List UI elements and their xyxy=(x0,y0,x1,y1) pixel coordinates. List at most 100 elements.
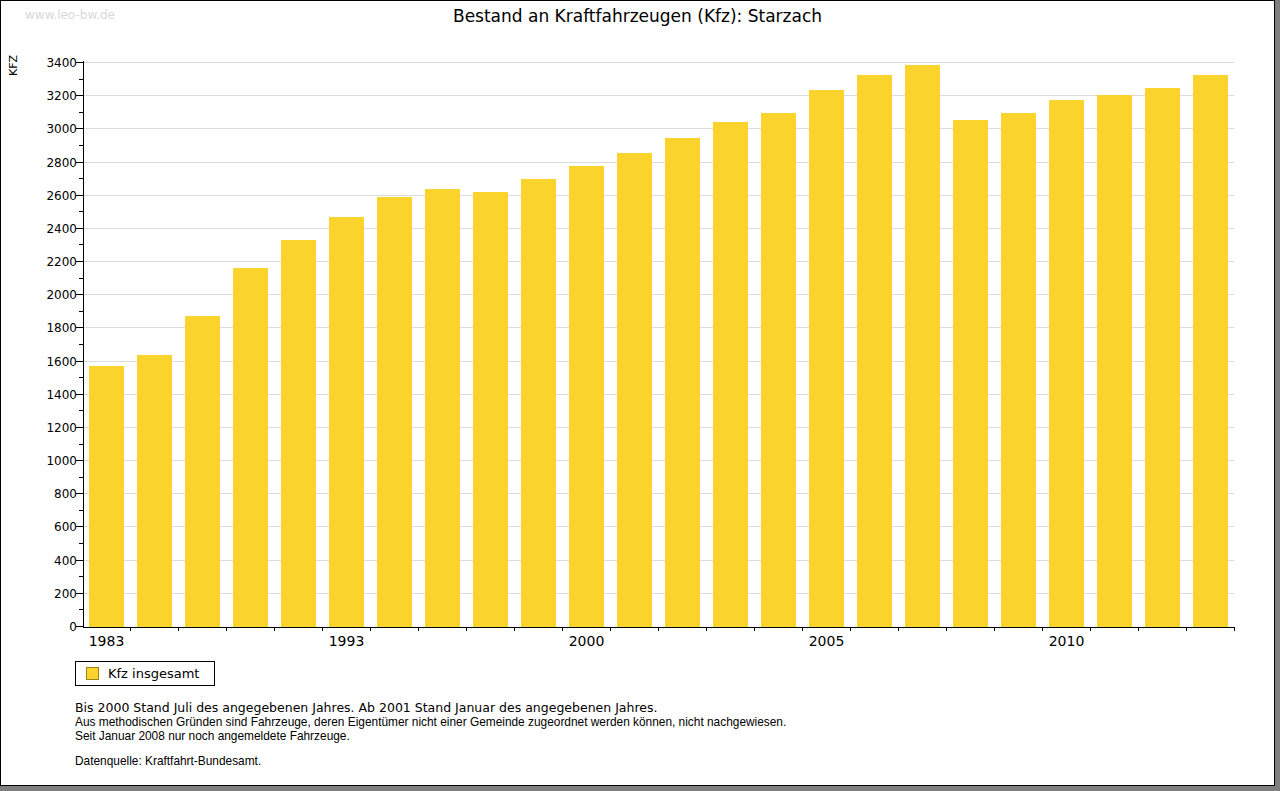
y-major-tick xyxy=(76,493,83,494)
footnote-line: Seit Januar 2008 nur noch angemeldete Fa… xyxy=(75,729,350,743)
x-tick xyxy=(130,627,131,631)
footnotes: Bis 2000 Stand Juli des angegebenen Jahr… xyxy=(75,697,883,764)
bar-2009 xyxy=(1001,113,1036,627)
bar-2007 xyxy=(905,65,940,627)
y-minor-tick xyxy=(79,543,83,544)
bar-1991 xyxy=(281,240,316,627)
y-tick-label: 2800 xyxy=(29,156,77,170)
x-tick xyxy=(274,627,275,631)
y-major-tick xyxy=(76,460,83,461)
x-tick xyxy=(898,627,899,631)
y-tick-label: 1600 xyxy=(29,355,77,369)
x-tick xyxy=(418,627,419,631)
y-minor-tick xyxy=(79,477,83,478)
x-tick xyxy=(370,627,371,631)
y-major-tick xyxy=(76,95,83,96)
x-tick xyxy=(562,627,563,631)
bar-1997 xyxy=(425,189,460,627)
bar-2010 xyxy=(1049,100,1084,628)
bar-2003 xyxy=(713,122,748,627)
y-axis-tick-labels: 0200400600800100012001400160018002000220… xyxy=(29,61,77,627)
bar-1998 xyxy=(473,192,508,627)
y-minor-tick xyxy=(79,609,83,610)
y-major-tick xyxy=(76,427,83,428)
x-tick xyxy=(178,627,179,631)
footnote-line: Aus methodischen Gründen sind Fahrzeuge,… xyxy=(75,715,786,729)
bar-1999 xyxy=(521,179,556,627)
y-tick-label: 800 xyxy=(29,487,77,501)
y-tick-label: 1000 xyxy=(29,454,77,468)
x-tick xyxy=(706,627,707,631)
bar-2008 xyxy=(953,120,988,627)
y-tick-label: 3200 xyxy=(29,89,77,103)
y-tick-label: 3400 xyxy=(29,56,77,70)
x-tick-label: 2005 xyxy=(809,633,845,649)
bar-1987 xyxy=(185,316,220,627)
data-source-line: Datenquelle: Kraftfahrt-Bundesamt. xyxy=(75,754,261,768)
x-tick xyxy=(610,627,611,631)
chart-canvas: www.leo-bw.de Bestand an Kraftfahrzeugen… xyxy=(0,0,1275,786)
legend-swatch-icon xyxy=(86,667,99,680)
bar-2012 xyxy=(1145,88,1180,627)
y-major-tick xyxy=(76,361,83,362)
y-tick-label: 0 xyxy=(29,620,77,634)
y-tick-label: 2000 xyxy=(29,288,77,302)
y-tick-label: 400 xyxy=(29,554,77,568)
x-tick-label: 1993 xyxy=(329,633,365,649)
x-tick xyxy=(1234,627,1235,631)
y-major-tick xyxy=(76,626,83,627)
chart-image-frame: www.leo-bw.de Bestand an Kraftfahrzeugen… xyxy=(0,0,1280,791)
x-tick-label: 2010 xyxy=(1049,633,1085,649)
chart-title: Bestand an Kraftfahrzeugen (Kfz): Starza… xyxy=(1,6,1274,26)
x-tick xyxy=(1042,627,1043,631)
x-tick xyxy=(994,627,995,631)
bar-1985 xyxy=(137,355,172,627)
x-tick xyxy=(850,627,851,631)
y-major-tick xyxy=(76,228,83,229)
x-tick xyxy=(802,627,803,631)
bar-1995 xyxy=(377,197,412,627)
x-tick xyxy=(322,627,323,631)
bar-2001 xyxy=(617,153,652,627)
bar-2006 xyxy=(857,75,892,627)
plot-area: 19831993200020052010 xyxy=(83,61,1234,628)
x-tick-label: 1983 xyxy=(89,633,125,649)
x-tick xyxy=(946,627,947,631)
x-tick xyxy=(466,627,467,631)
y-minor-tick xyxy=(79,377,83,378)
y-tick-label: 3000 xyxy=(29,122,77,136)
x-tick xyxy=(754,627,755,631)
y-minor-tick xyxy=(79,311,83,312)
bar-2000 xyxy=(569,166,604,627)
legend-label: Kfz insgesamt xyxy=(108,666,199,681)
x-tick xyxy=(1138,627,1139,631)
y-tick-label: 2600 xyxy=(29,189,77,203)
bar-1983 xyxy=(89,366,124,627)
y-major-tick xyxy=(76,195,83,196)
y-major-tick xyxy=(76,294,83,295)
y-tick-label: 600 xyxy=(29,520,77,534)
bar-2011 xyxy=(1097,95,1132,627)
x-tick xyxy=(226,627,227,631)
y-tick-label: 2200 xyxy=(29,255,77,269)
gridline xyxy=(84,95,1234,96)
x-tick xyxy=(514,627,515,631)
bar-2013 xyxy=(1193,75,1228,627)
y-minor-tick xyxy=(79,211,83,212)
bar-2005 xyxy=(809,90,844,627)
y-minor-tick xyxy=(79,278,83,279)
x-tick xyxy=(1090,627,1091,631)
y-minor-tick xyxy=(79,145,83,146)
legend-box: Kfz insgesamt xyxy=(75,661,215,686)
y-minor-tick xyxy=(79,344,83,345)
y-tick-label: 1400 xyxy=(29,388,77,402)
y-minor-tick xyxy=(79,444,83,445)
y-minor-tick xyxy=(79,244,83,245)
y-tick-label: 1800 xyxy=(29,321,77,335)
y-minor-tick xyxy=(79,410,83,411)
y-major-tick xyxy=(76,162,83,163)
y-tick-label: 1200 xyxy=(29,421,77,435)
y-major-tick xyxy=(76,62,83,63)
y-major-tick xyxy=(76,261,83,262)
x-tick xyxy=(1186,627,1187,631)
